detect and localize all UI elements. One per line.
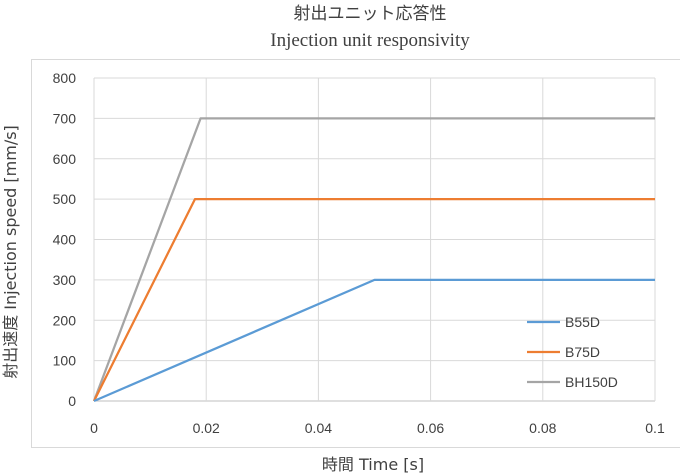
x-tick-label: 0.1 <box>645 420 665 436</box>
y-tick-label: 0 <box>68 393 76 409</box>
legend: B55D B75D BH150D <box>527 314 618 390</box>
legend-label-b55d: B55D <box>565 314 600 330</box>
x-tick-label: 0.02 <box>193 420 220 436</box>
x-tick-label: 0.06 <box>417 420 444 436</box>
series-line-b75d <box>92 198 655 402</box>
series-line-b55d <box>93 278 655 403</box>
y-tick-label: 600 <box>53 151 77 167</box>
x-tick-label: 0.04 <box>305 420 332 436</box>
series-lines <box>92 117 655 403</box>
y-tick-labels: 0 100 200 300 400 500 600 700 800 <box>53 70 77 409</box>
x-tick-labels: 0 0.02 0.04 0.06 0.08 0.1 <box>90 420 665 436</box>
y-tick-label: 200 <box>53 312 77 328</box>
chart-subtitle: Injection unit responsivity <box>270 30 470 51</box>
legend-label-b75d: B75D <box>565 344 600 360</box>
legend-label-bh150d: BH150D <box>565 374 618 390</box>
x-tick-label: 0.08 <box>529 420 556 436</box>
y-tick-label: 500 <box>53 191 77 207</box>
y-tick-label: 100 <box>53 353 77 369</box>
y-axis-title: 射出速度 Injection speed [mm/s] <box>1 125 20 379</box>
x-axis-title: 時間 Time [s] <box>322 455 424 474</box>
chart-title: 射出ユニット応答性 <box>294 4 447 24</box>
y-tick-label: 300 <box>53 272 77 288</box>
x-tick-label: 0 <box>90 420 98 436</box>
y-tick-label: 700 <box>53 110 77 126</box>
series-line-bh150d <box>92 117 655 402</box>
chart-frame <box>31 59 680 448</box>
y-tick-label: 800 <box>53 70 77 86</box>
y-tick-label: 400 <box>53 232 77 248</box>
